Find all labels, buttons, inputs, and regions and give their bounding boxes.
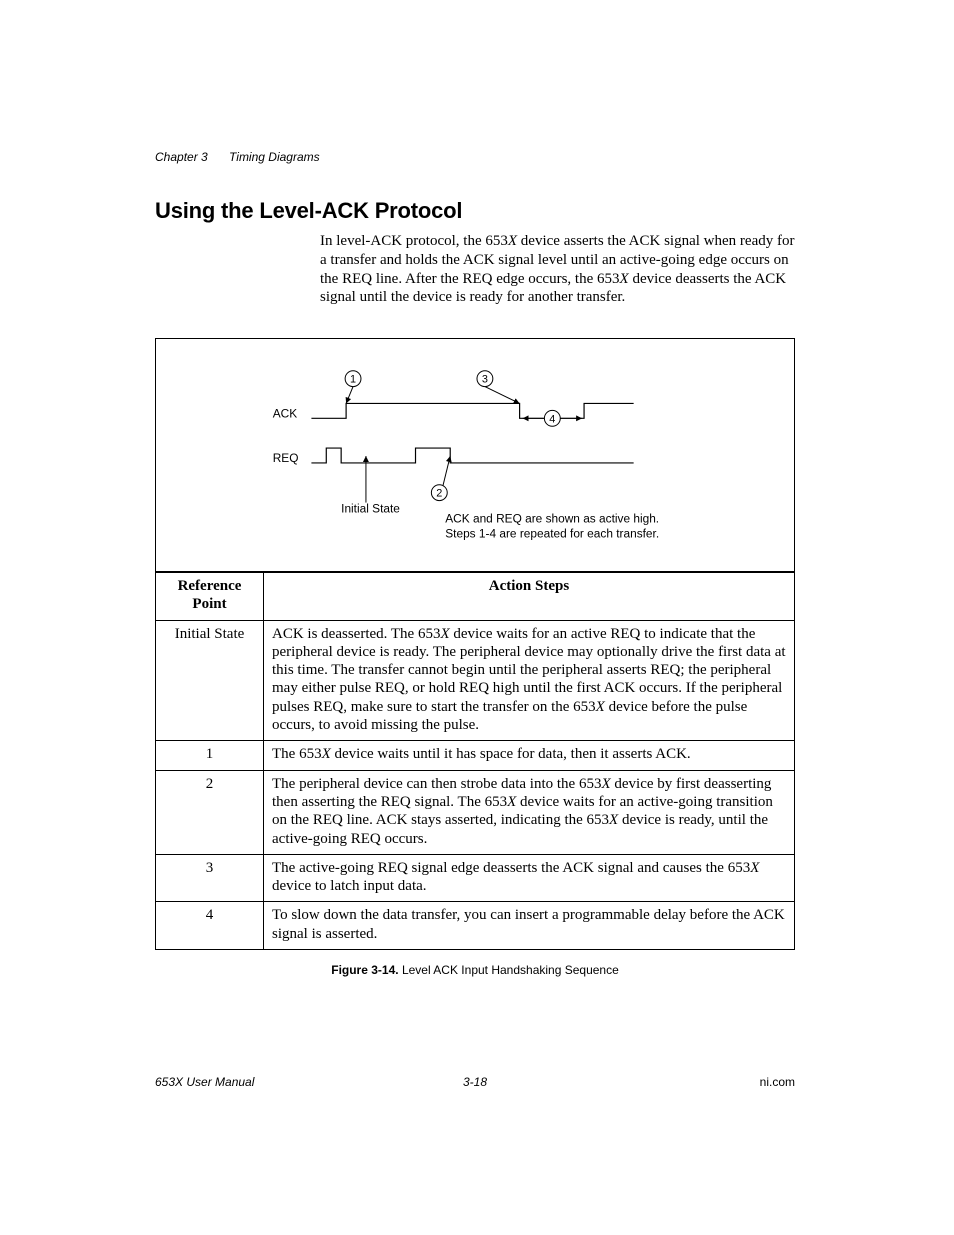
timing-diagram: ACK REQ 1 2 3 4 Initial State ACK and REQ are s… bbox=[155, 338, 795, 572]
chapter-label: Chapter 3 bbox=[155, 150, 208, 164]
ref-point-cell: 1 bbox=[156, 741, 264, 770]
figure-caption-text: Level ACK Input Handshaking Sequence bbox=[402, 963, 619, 977]
running-header: Chapter 3 Timing Diagrams bbox=[155, 150, 320, 164]
action-cell: The 653X device waits until it has space… bbox=[264, 741, 795, 770]
footer-center: 3-18 bbox=[155, 1075, 795, 1089]
svg-text:ACK: ACK bbox=[273, 406, 297, 420]
ref-point-cell: 4 bbox=[156, 902, 264, 950]
svg-text:2: 2 bbox=[436, 488, 442, 500]
ref-point-cell: 3 bbox=[156, 854, 264, 902]
action-steps-table: Reference Point Action Steps Initial Sta… bbox=[155, 572, 795, 950]
table-row: 1The 653X device waits until it has spac… bbox=[156, 741, 795, 770]
svg-text:Steps 1-4 are repeated for eac: Steps 1-4 are repeated for each transfer… bbox=[445, 526, 659, 540]
table-header-row: Reference Point Action Steps bbox=[156, 573, 795, 621]
footer-right: ni.com bbox=[760, 1075, 795, 1089]
svg-text:1: 1 bbox=[350, 374, 356, 386]
action-cell: The active-going REQ signal edge deasser… bbox=[264, 854, 795, 902]
chapter-title: Timing Diagrams bbox=[229, 150, 320, 164]
col-header-action: Action Steps bbox=[264, 573, 795, 621]
figure-caption: Figure 3-14. Level ACK Input Handshaking… bbox=[155, 963, 795, 977]
intro-paragraph: In level-ACK protocol, the 653X device a… bbox=[320, 232, 800, 307]
col-header-reference: Reference Point bbox=[156, 573, 264, 621]
action-cell: ACK is deasserted. The 653X device waits… bbox=[264, 620, 795, 741]
figure-number: Figure 3-14. bbox=[331, 963, 398, 977]
table-row: 4To slow down the data transfer, you can… bbox=[156, 902, 795, 950]
svg-text:3: 3 bbox=[482, 374, 488, 386]
svg-text:Initial State: Initial State bbox=[341, 502, 400, 516]
table-row: 3The active-going REQ signal edge deasse… bbox=[156, 854, 795, 902]
page: Chapter 3 Timing Diagrams Using the Leve… bbox=[0, 0, 954, 1235]
svg-text:4: 4 bbox=[549, 413, 555, 425]
ref-point-cell: 2 bbox=[156, 770, 264, 854]
action-cell: The peripheral device can then strobe da… bbox=[264, 770, 795, 854]
ref-point-cell: Initial State bbox=[156, 620, 264, 741]
action-cell: To slow down the data transfer, you can … bbox=[264, 902, 795, 950]
table-row: Initial StateACK is deasserted. The 653X… bbox=[156, 620, 795, 741]
timing-diagram-svg: ACK REQ 1 2 3 4 Initial State ACK and REQ are s… bbox=[156, 339, 794, 571]
table-row: 2The peripheral device can then strobe d… bbox=[156, 770, 795, 854]
section-title: Using the Level-ACK Protocol bbox=[155, 198, 462, 224]
svg-text:ACK and REQ are shown as activ: ACK and REQ are shown as active high. bbox=[445, 511, 659, 525]
svg-text:REQ: REQ bbox=[273, 451, 299, 465]
